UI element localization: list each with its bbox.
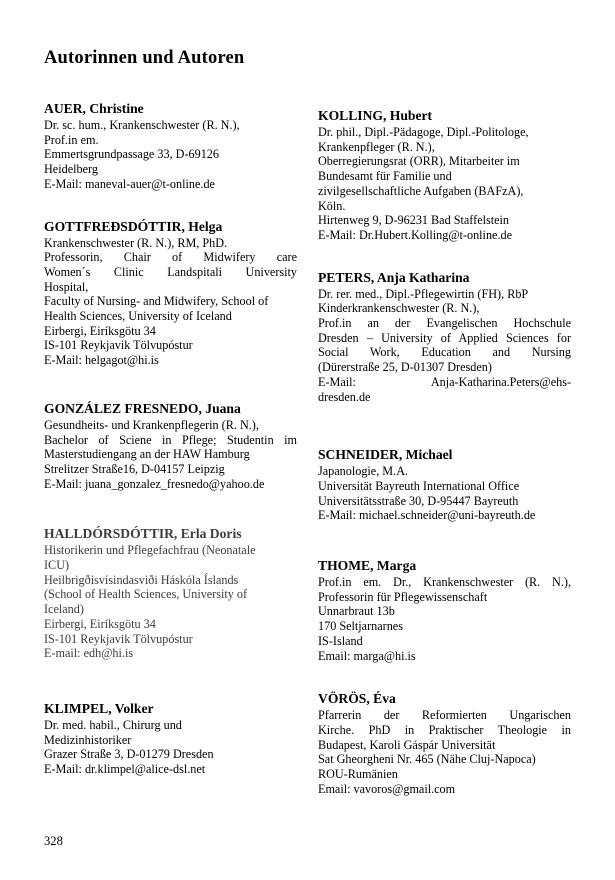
- author-detail-line: E-Mail: helgagot@hi.is: [44, 353, 159, 368]
- author-name: SCHNEIDER, Michael: [318, 447, 453, 463]
- author-detail-line: Heidelberg: [44, 162, 98, 177]
- author-detail-line: Dr. rer. med., Dipl.-Pflegewirtin (FH), …: [318, 286, 529, 301]
- author-detail-line: Krankenschwester (R. N.), RM, PhD.: [44, 235, 228, 250]
- author-detail-line: E-Mail: maneval-auer@t-online.de: [44, 176, 215, 191]
- author-name: KLIMPEL, Volker: [44, 700, 154, 716]
- author-name: THOME, Marga: [318, 558, 417, 574]
- author-detail-line: dresden.de: [318, 389, 371, 404]
- author-detail-line: Email: vavoros@gmail.com: [318, 781, 456, 796]
- author-detail-line: Dr. med. habil., Chirurg und: [44, 717, 182, 732]
- author-detail-line: Professorin für Pflegewissenschaft: [318, 589, 488, 604]
- author-detail-line: Hirtenweg 9, D-96231 Bad Staffelstein: [318, 213, 510, 228]
- author-detail-line: Health Sciences, University of Iceland: [44, 309, 232, 324]
- author-detail-line: IS-101 Reykjavik Tölvupóstur: [44, 631, 193, 646]
- author-entry: AUER, Christine Dr. sc. hum., Krankenschw…: [44, 101, 297, 192]
- author-detail-line: Bachelor of Sciene in Pflege; Studentin …: [44, 432, 297, 447]
- author-detail-line: Grazer Straße 3, D-01279 Dresden: [44, 747, 214, 762]
- author-detail-line: Köln.: [318, 198, 346, 213]
- author-detail-line: Email: marga@hi.is: [318, 648, 416, 663]
- author-detail-line: Historikerin und Pflegefachfrau (Neonata…: [44, 543, 256, 558]
- author-detail-line: E-Mail: dr.klimpel@alice-dsl.net: [44, 762, 206, 777]
- author-entry: HALLDÓRSDÓTTIR, Erla Doris Historikerin u…: [44, 526, 297, 661]
- author-detail-line: E-Mail: Dr.Hubert.Kolling@t-online.de: [318, 227, 512, 242]
- author-name: GONZÁLEZ FRESNEDO, Juana: [44, 400, 241, 416]
- author-detail-line: Women´s Clinic Landspitali University: [44, 264, 297, 279]
- author-detail-line: E-mail: edh@hi.is: [44, 646, 134, 661]
- author-detail-line: (Dürerstraße 25, D-01307 Dresden): [318, 360, 492, 375]
- author-detail-line: Eirbergi, Eiríksgötu 34: [44, 323, 156, 338]
- author-detail-line: Professorin, Chair of Midwifery care: [44, 250, 297, 265]
- author-detail-line: Unnarbraut 13b: [318, 604, 395, 619]
- author-entry: KLIMPEL, Volker Dr. med. habil., Chirurg …: [44, 701, 297, 777]
- author-columns: AUER, Christine Dr. sc. hum., Krankenschw…: [44, 101, 571, 825]
- author-detail-line: Universität Bayreuth International Offic…: [318, 478, 520, 493]
- author-detail-line: zivilgesellschaftliche Aufgaben (BAFzA),: [318, 183, 524, 198]
- author-detail-line: 170 Seltjarnarnes: [318, 619, 403, 634]
- author-detail-line: (School of Health Sciences, University o…: [44, 587, 248, 602]
- author-entry: THOME, Marga Prof.in em. Dr., Krankenschw…: [318, 558, 571, 663]
- page-number: 328: [44, 834, 63, 848]
- author-detail-line: Dr. phil., Dipl.-Pädagoge, Dipl.-Politol…: [318, 125, 529, 139]
- author-detail-line: Heilbrigðisvísindasviði Háskóla Íslands: [44, 572, 239, 587]
- author-detail-line: Prof.in em.: [44, 132, 99, 147]
- author-detail-line: ICU): [44, 558, 70, 573]
- author-column-right: KOLLING, Hubert Dr. phil., Dipl.-Pädagoge…: [318, 101, 571, 825]
- author-entry: VÖRÖS, Éva Pfarrerin der Reformierten Ung…: [318, 691, 571, 796]
- author-detail-line: Eirbergi, Eiríksgötu 34: [44, 616, 156, 631]
- author-entry: GOTTFREÐSDÓTTIR, Helga Krankenschwester (…: [44, 219, 297, 368]
- author-detail-line: E-Mail: Anja-Katharina.Peters@ehs-: [318, 374, 571, 389]
- author-detail-line: Oberregierungsrat (ORR), Mitarbeiter im: [318, 154, 520, 169]
- page-title: Autorinnen und Autoren: [44, 48, 245, 68]
- author-name: PETERS, Anja Katharina: [318, 269, 470, 285]
- author-detail-line: E-Mail: michael.schneider@uni-bayreuth.d…: [318, 508, 536, 523]
- author-detail-line: Faculty of Nursing- and Midwifery, Schoo…: [44, 294, 269, 309]
- author-detail-line: Kirche. PhD in Praktischer Theologie in: [318, 722, 571, 737]
- author-name: HALLDÓRSDÓTTIR, Erla Doris: [44, 526, 242, 542]
- author-detail-line: Iceland): [44, 602, 84, 617]
- author-entry: GONZÁLEZ FRESNEDO, Juana Gesundheits- und…: [44, 401, 297, 492]
- author-detail-line: Masterstudiengang an der HAW Hamburg: [44, 447, 250, 462]
- author-entry: KOLLING, Hubert Dr. phil., Dipl.-Pädagoge…: [318, 108, 571, 243]
- author-detail-line: Medizinhistoriker: [44, 732, 132, 747]
- author-name: VÖRÖS, Éva: [318, 691, 396, 707]
- author-detail-line: Kinderkrankenschwester (R. N.),: [318, 301, 480, 316]
- author-detail-line: Bundesamt für Familie und: [318, 169, 452, 184]
- author-detail-line: IS-101 Reykjavik Tölvupóstur: [44, 338, 193, 353]
- author-detail-line: Universitätsstraße 30, D-95447 Bayreuth: [318, 493, 519, 508]
- author-detail-line: Social Work, Education and Nursing: [318, 345, 571, 360]
- author-name: GOTTFREÐSDÓTTIR, Helga: [44, 218, 223, 234]
- author-detail-line: ROU-Rumänien: [318, 767, 398, 782]
- author-detail-line: Strelitzer Straße16, D-04157 Leipzig: [44, 461, 225, 476]
- author-detail-line: Prof.in em. Dr., Krankenschwester (R. N.…: [318, 575, 571, 590]
- author-detail-line: Prof.in an der Evangelischen Hochschule: [318, 316, 571, 331]
- author-detail-line: E-Mail: juana_gonzalez_fresnedo@yahoo.de: [44, 476, 265, 491]
- author-name: KOLLING, Hubert: [318, 108, 433, 123]
- author-detail-line: IS-Island: [318, 633, 363, 648]
- author-detail-line: Pfarrerin der Reformierten Ungarischen: [318, 708, 571, 723]
- author-detail-line: Japanologie, M.A.: [318, 464, 409, 479]
- author-entry: SCHNEIDER, Michael Japanologie, M.A. Unive…: [318, 447, 571, 523]
- author-column-left: AUER, Christine Dr. sc. hum., Krankenschw…: [44, 101, 297, 825]
- author-detail-line: Gesundheits- und Krankenpflegerin (R. N.…: [44, 417, 259, 432]
- author-detail-line: Sat Gheorgheni Nr. 465 (Nähe Cluj-Napoca…: [318, 752, 536, 767]
- author-entry: PETERS, Anja Katharina Dr. rer. med., Dip…: [318, 270, 571, 405]
- author-detail-line: Hospital,: [44, 279, 89, 294]
- author-name: AUER, Christine: [44, 101, 144, 116]
- author-detail-line: Budapest, Karoli Gáspár Universität: [318, 737, 496, 752]
- author-detail-line: Emmertsgrundpassage 33, D-69126: [44, 147, 219, 162]
- author-detail-line: Dresden – University of Applied Sciences…: [318, 330, 571, 345]
- author-detail-line: Krankenpfleger (R. N.),: [318, 139, 435, 154]
- author-detail-line: Dr. sc. hum., Krankenschwester (R. N.),: [44, 118, 240, 132]
